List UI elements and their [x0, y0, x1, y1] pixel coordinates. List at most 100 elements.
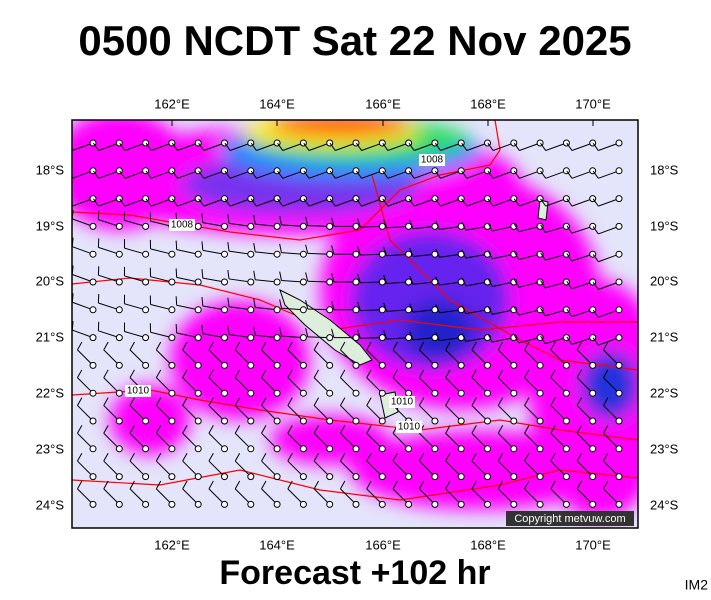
barb-flag: [524, 480, 530, 490]
barb-shaft: [598, 225, 620, 235]
barb-station: [352, 222, 360, 230]
barb-shaft: [518, 337, 541, 344]
barb-shaft: [203, 198, 225, 207]
barb-flag: [513, 279, 520, 288]
barb-shaft: [313, 432, 331, 450]
barb-station: [589, 389, 597, 397]
barb-flag: [224, 198, 231, 207]
barb-flag: [566, 170, 573, 179]
isobar-label-bg: [396, 421, 422, 433]
barb-shaft: [519, 170, 541, 179]
barb-station: [247, 334, 255, 342]
barb-shaft: [550, 432, 567, 450]
barb-station: [352, 250, 360, 258]
barb-shaft: [234, 432, 252, 450]
barb-shaft: [176, 332, 199, 339]
barb-flag: [77, 425, 83, 434]
barb-flag: [129, 369, 135, 378]
barb-station: [221, 473, 228, 481]
barb-shaft: [234, 405, 252, 422]
barb-flag: [550, 480, 556, 490]
barb-station: [378, 389, 386, 397]
barb-flag: [434, 170, 441, 179]
barb-station: [142, 278, 150, 286]
barb-shaft: [287, 488, 304, 505]
isobar-label-bg: [419, 154, 445, 166]
barb-flag: [409, 275, 414, 285]
barb-flag: [471, 452, 477, 462]
barb-station: [273, 417, 281, 425]
barb-shaft: [182, 432, 199, 450]
lat-label: 22°S: [650, 385, 679, 400]
barb-flag: [603, 452, 609, 462]
barb-shaft: [150, 276, 173, 283]
barb-shaft: [571, 281, 593, 290]
barb-flag: [155, 452, 162, 462]
barb-station: [247, 389, 255, 397]
barb-shaft: [103, 405, 120, 422]
barb-shaft: [335, 198, 357, 207]
barb-station: [168, 306, 176, 314]
barb-shaft: [439, 337, 462, 342]
barb-station: [510, 445, 518, 453]
barb-station: [457, 473, 465, 481]
barb-station: [615, 389, 623, 397]
barb-shaft: [598, 337, 620, 346]
barb-shaft: [465, 253, 488, 259]
barb-flag: [261, 369, 267, 378]
barb-station: [273, 361, 281, 369]
barb-shaft: [313, 460, 331, 477]
barb-flag: [540, 280, 546, 289]
barb-flag: [340, 341, 346, 351]
barb-flag: [103, 452, 109, 462]
barb-flag: [261, 480, 267, 490]
barb-shaft: [208, 460, 225, 477]
barb-flag: [331, 245, 335, 255]
barb-shaft: [155, 432, 173, 450]
barb-flag: [227, 242, 230, 252]
barb-flag: [198, 198, 205, 207]
barb-flag: [418, 452, 425, 462]
barb-station: [484, 389, 491, 397]
barb-shaft: [208, 432, 225, 450]
barb-shaft: [182, 460, 199, 477]
barb-shaft: [360, 281, 383, 284]
barb-station: [615, 250, 623, 258]
barb-shaft: [598, 170, 620, 179]
barb-shaft: [340, 377, 357, 394]
barb-flag: [103, 341, 109, 351]
barb-shaft: [414, 170, 436, 179]
barb-flag: [224, 142, 231, 151]
barb-station: [431, 473, 439, 481]
barb-shaft: [202, 277, 225, 283]
barb-shaft: [445, 460, 462, 477]
barb-shaft: [492, 253, 514, 260]
barb-shaft: [72, 246, 94, 255]
barb-flag: [92, 170, 100, 179]
barb-flag: [383, 330, 388, 340]
barb-station: [89, 250, 97, 258]
barb-station: [273, 445, 281, 453]
barb-shaft: [492, 337, 514, 343]
barb-shaft: [465, 309, 488, 315]
barb-shaft: [387, 198, 409, 207]
lon-label: 162°E: [154, 537, 190, 552]
barb-flag: [471, 397, 477, 406]
barb-flag: [201, 213, 204, 223]
barb-shaft: [313, 377, 331, 394]
barb-station: [405, 389, 413, 397]
barb-shaft: [392, 488, 409, 505]
barb-station: [536, 250, 544, 258]
barb-shaft: [571, 309, 593, 318]
barb-station: [168, 389, 176, 397]
isobar-label-bg: [169, 219, 195, 231]
barb-flag: [331, 217, 335, 227]
barb-shaft: [366, 405, 383, 422]
barb-station: [168, 500, 176, 508]
barb-shaft: [412, 337, 435, 341]
barb-station: [326, 389, 334, 397]
barb-shaft: [103, 460, 120, 477]
barb-station: [273, 278, 281, 286]
barb-station: [615, 473, 623, 481]
barb-shaft: [281, 224, 304, 227]
